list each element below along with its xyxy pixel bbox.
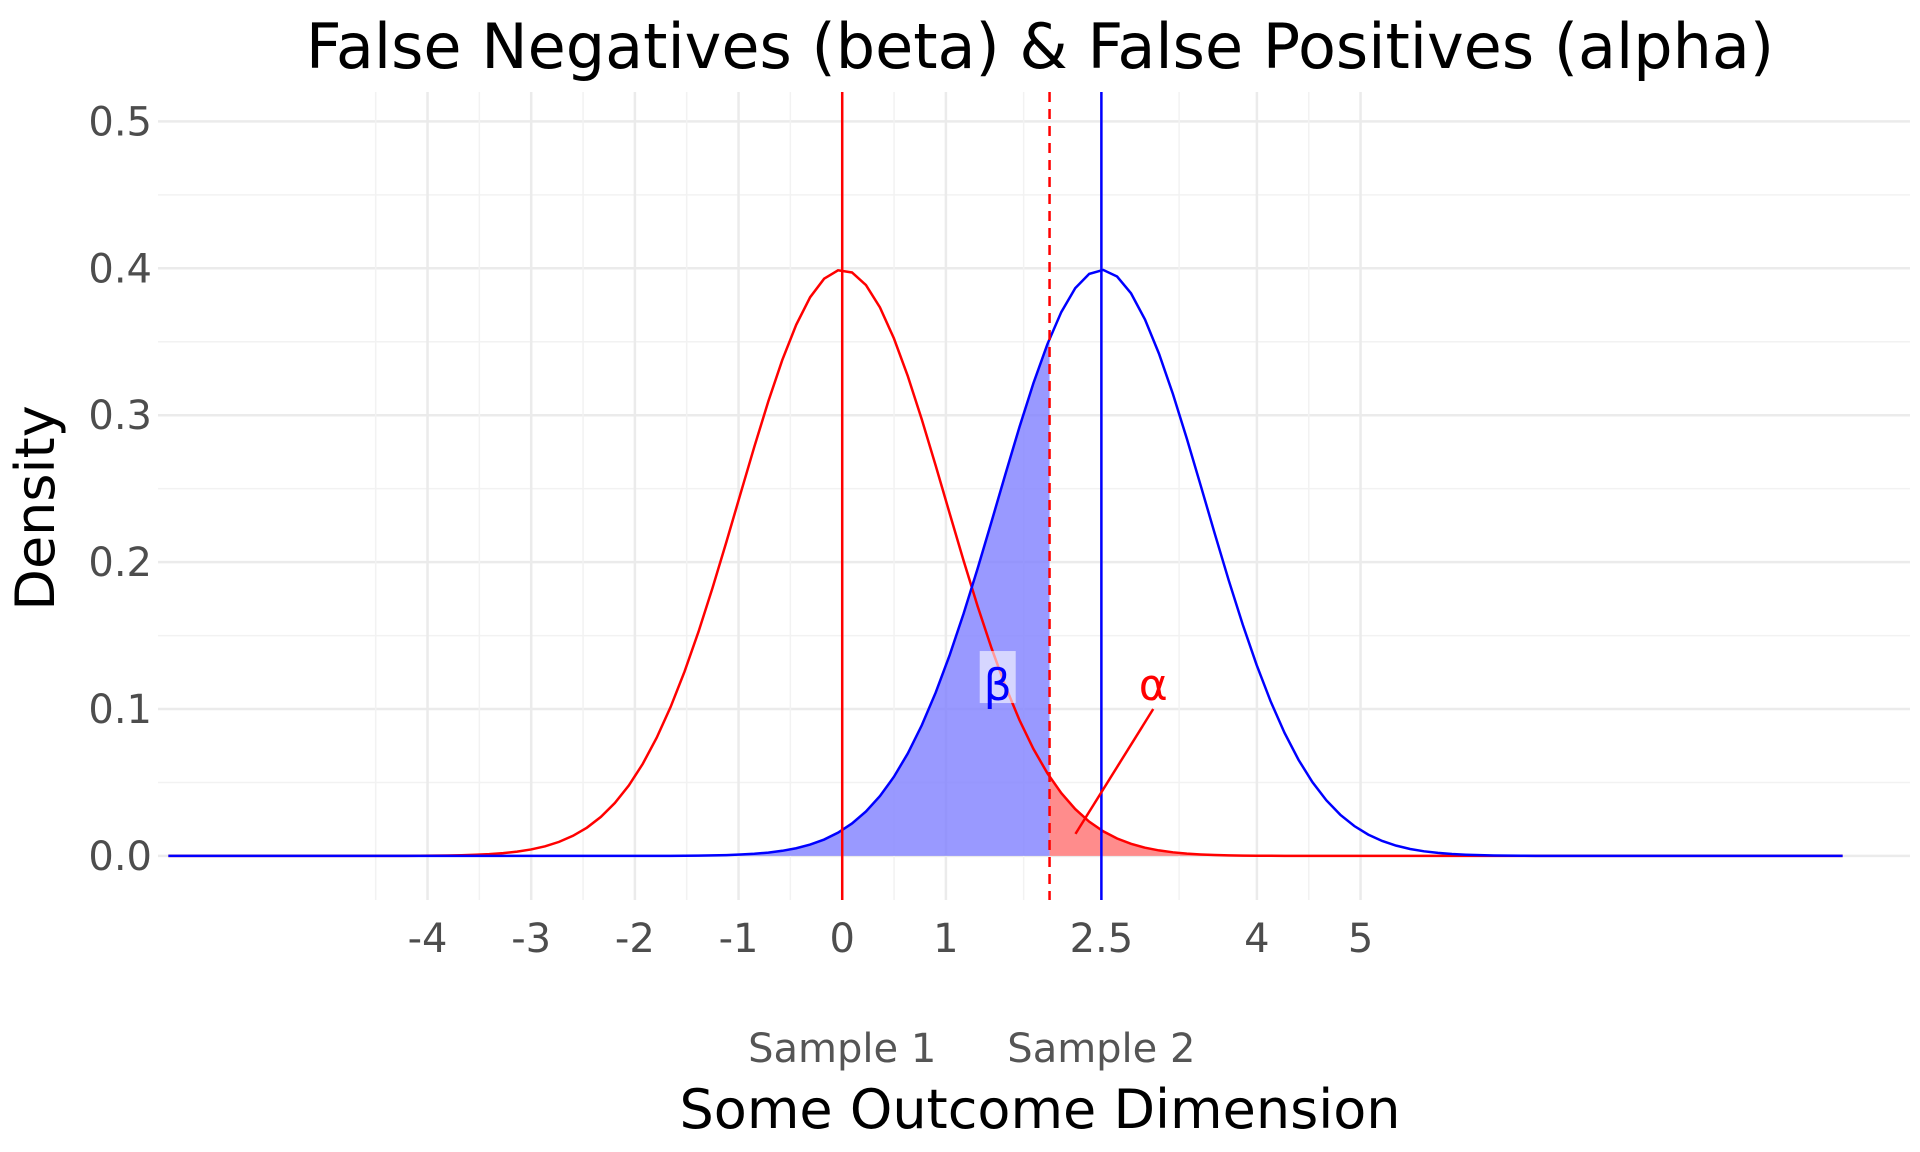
sample-label: Sample 2: [1007, 1026, 1195, 1072]
alpha-label: α: [1139, 660, 1168, 711]
beta-shaded-area: [168, 338, 1050, 856]
x-axis-title: Some Outcome Dimension: [680, 1078, 1401, 1141]
x-tick-label: 0: [829, 916, 854, 962]
y-tick-label: 0.5: [88, 99, 152, 145]
x-tick-label: -4: [408, 916, 448, 962]
y-tick-label: 0.2: [88, 540, 152, 586]
sample-2-density-line: [168, 268, 1843, 858]
reference-lines: [840, 92, 1103, 900]
alpha-pointer-line: [1074, 708, 1155, 835]
y-tick-label: 0.0: [88, 834, 152, 880]
shaded-areas: [168, 338, 1843, 856]
x-tick-label: -2: [615, 916, 655, 962]
x-tick-label: 2.5: [1070, 916, 1134, 962]
chart-title: False Negatives (beta) & False Positives…: [306, 10, 1774, 83]
tick-labels: 0.0 0.1 0.2 0.3 0.4 0.5 -4 -3 -2 -1 0 1 2.5 4 5 Sample …: [88, 99, 1373, 1072]
x-tick-label: 5: [1348, 916, 1373, 962]
x-tick-label: 1: [933, 916, 958, 962]
y-tick-label: 0.1: [88, 687, 152, 733]
y-tick-label: 0.3: [88, 393, 152, 439]
beta-label: β: [984, 660, 1012, 711]
y-axis-title: Density: [4, 405, 67, 610]
x-tick-label: -3: [511, 916, 551, 962]
x-tick-label: -1: [719, 916, 759, 962]
beta-label-background: [979, 651, 1016, 704]
sample-label: Sample 1: [748, 1026, 936, 1072]
x-tick-label: 4: [1244, 916, 1269, 962]
alpha-shaded-area: [1049, 776, 1843, 856]
y-tick-label: 0.4: [88, 246, 152, 292]
